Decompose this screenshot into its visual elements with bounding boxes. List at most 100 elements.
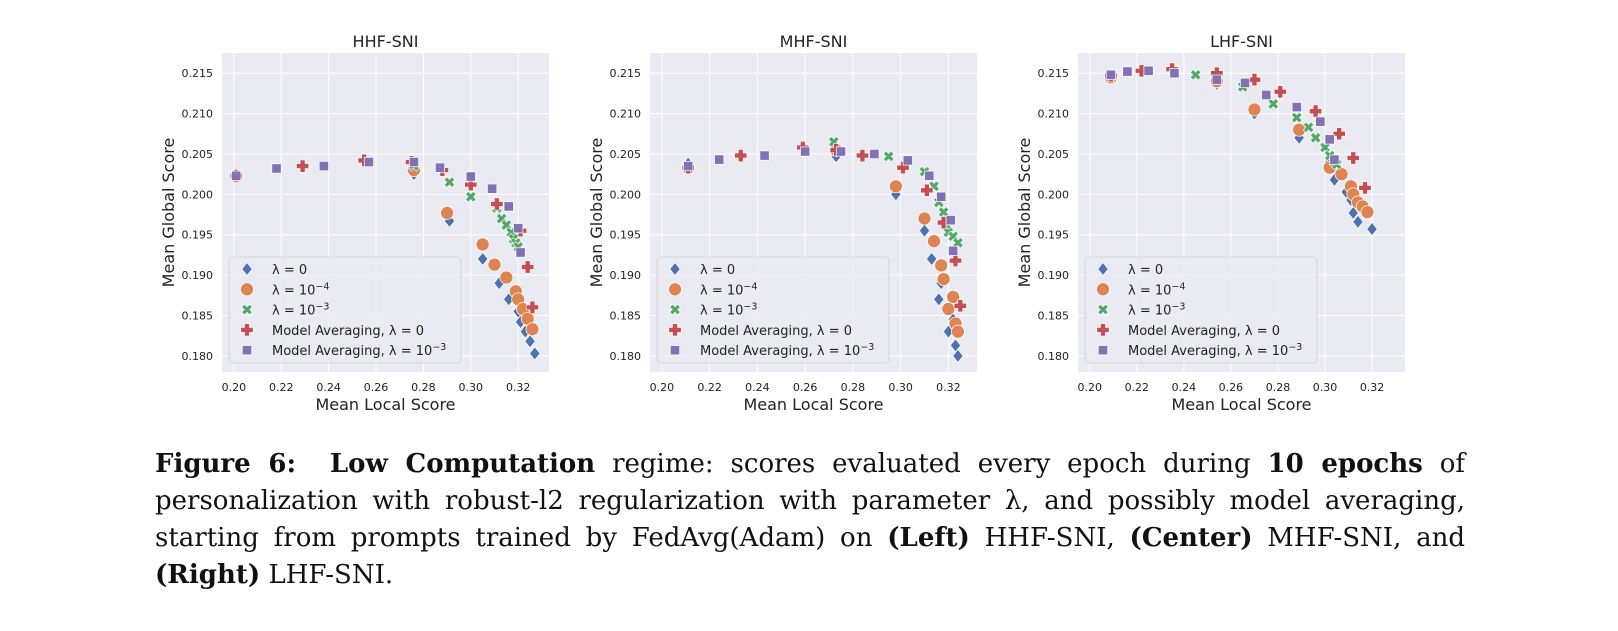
- data-point: [714, 154, 725, 165]
- data-point: [1211, 74, 1222, 85]
- data-point-shape: [882, 150, 895, 163]
- legend-label: Model Averaging, λ = 10−3: [700, 342, 874, 359]
- data-point: [464, 178, 478, 192]
- y-tick-label: 0.215: [610, 67, 642, 80]
- y-tick-label: 0.180: [1038, 350, 1070, 363]
- data-point: [920, 183, 934, 197]
- data-point: [475, 237, 490, 252]
- data-point: [296, 159, 310, 173]
- data-point: [936, 272, 951, 286]
- data-point-shape: [443, 176, 456, 188]
- x-tick-label: 0.24: [745, 381, 770, 394]
- caption-text-2: of personalization with robust-l2 regula…: [155, 449, 1465, 553]
- data-point: [521, 260, 535, 274]
- y-tick-label: 0.195: [610, 229, 642, 242]
- caption-text-3: HHF-SNI,: [969, 523, 1130, 553]
- data-point: [1143, 65, 1154, 76]
- legend-marker: [241, 261, 253, 277]
- data-point-shape: [1291, 111, 1303, 124]
- data-point: [926, 251, 938, 266]
- legend-label-exponent: −4: [743, 281, 757, 292]
- x-tick-label: 0.22: [269, 381, 294, 394]
- data-point: [1309, 132, 1322, 144]
- legend: λ = 0 λ = 10−4 λ = 10−3 Model Averaging, λ …: [656, 256, 890, 364]
- data-point: [1302, 121, 1315, 134]
- caption-text-1: regime: scores evaluated every epoch dur…: [595, 449, 1268, 479]
- data-point: [443, 176, 456, 188]
- data-point: [948, 245, 959, 256]
- y-axis-label: Mean Global Score: [1015, 138, 1034, 288]
- data-point-shape: [1189, 69, 1202, 81]
- legend-marker-shape: [669, 303, 681, 316]
- legend-marker-shape: [241, 303, 253, 316]
- x-tick-label: 0.24: [316, 381, 341, 394]
- y-tick-label: 0.205: [610, 148, 642, 161]
- data-point: [1358, 181, 1372, 195]
- x-tick-label: 0.30: [459, 381, 484, 394]
- data-point: [529, 346, 541, 361]
- y-tick-label: 0.200: [182, 188, 214, 201]
- data-point: [1247, 102, 1262, 117]
- data-point: [941, 302, 956, 316]
- data-point: [231, 170, 242, 181]
- data-point: [902, 155, 913, 166]
- legend-marker: [669, 303, 681, 316]
- legend-box: [228, 256, 462, 364]
- data-point: [1360, 205, 1375, 219]
- data-point: [869, 148, 880, 159]
- x-axis-label: Mean Local Score: [1171, 395, 1311, 414]
- chart-title: LHF-SNI: [1210, 32, 1273, 51]
- y-tick-label: 0.205: [182, 148, 214, 161]
- legend-label-exponent: −4: [315, 281, 329, 292]
- data-point: [934, 258, 949, 273]
- data-point: [515, 247, 526, 258]
- data-point: [759, 150, 770, 161]
- y-tick-label: 0.215: [182, 67, 214, 80]
- legend-marker: [241, 303, 253, 316]
- legend-label: Model Averaging, λ = 0: [272, 324, 424, 339]
- caption-center: (Center): [1129, 523, 1253, 553]
- data-point: [525, 300, 539, 314]
- data-point: [477, 251, 489, 266]
- data-point: [855, 149, 869, 163]
- data-point: [1239, 77, 1251, 88]
- data-point: [524, 334, 536, 349]
- y-tick-label: 0.180: [182, 350, 214, 363]
- data-point: [882, 150, 895, 163]
- legend-label: λ = 10−3: [700, 302, 757, 319]
- series-avg1e3: [1105, 65, 1340, 165]
- data-point: [487, 257, 502, 272]
- data-point: [917, 211, 932, 226]
- data-point: [1273, 85, 1287, 99]
- data-point: [1105, 69, 1116, 80]
- data-point: [1122, 66, 1133, 77]
- data-point: [933, 292, 945, 307]
- legend-label: λ = 0: [1128, 263, 1163, 278]
- legend-marker: [1097, 303, 1109, 316]
- data-point: [936, 191, 947, 202]
- legend-label-exponent: −3: [1288, 342, 1302, 353]
- y-tick-label: 0.210: [610, 108, 642, 121]
- x-tick-label: 0.30: [1313, 381, 1338, 394]
- caption-epochs: 10 epochs: [1267, 449, 1423, 479]
- x-tick-label: 0.32: [1360, 381, 1385, 394]
- legend-label: λ = 10−4: [272, 281, 329, 298]
- x-tick-label: 0.26: [793, 381, 818, 394]
- legend-box: [1084, 256, 1318, 364]
- figure-caption: Figure 6: Low Computation regime: scores…: [155, 446, 1465, 594]
- data-point: [525, 322, 540, 337]
- data-point: [1291, 111, 1303, 124]
- x-axis-label: Mean Local Score: [743, 395, 883, 414]
- x-tick-label: 0.20: [222, 381, 247, 394]
- x-tick-label: 0.26: [1219, 381, 1244, 394]
- legend-label-exponent: −3: [743, 302, 757, 313]
- data-point: [363, 156, 374, 168]
- data-point: [888, 179, 903, 194]
- legend-label: Model Averaging, λ = 10−3: [272, 342, 446, 359]
- caption-right: (Right): [155, 560, 261, 590]
- x-tick-label: 0.30: [888, 381, 913, 394]
- legend-marker: [669, 345, 681, 356]
- data-point: [1247, 73, 1261, 87]
- x-tick-label: 0.20: [1078, 381, 1103, 394]
- data-point-shape: [465, 191, 477, 203]
